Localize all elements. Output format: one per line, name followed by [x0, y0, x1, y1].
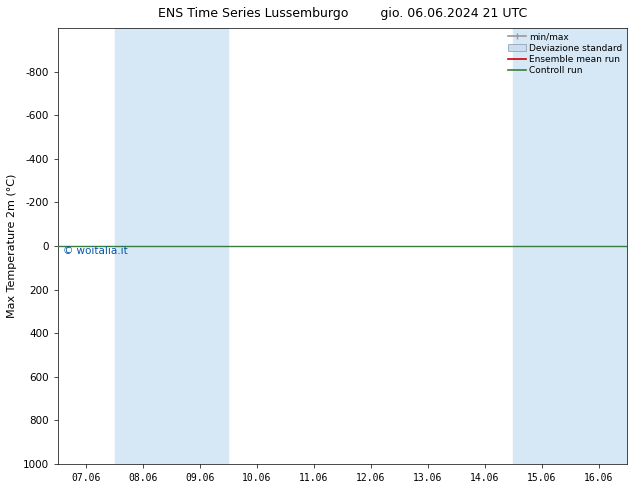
Bar [513, 28, 627, 464]
Y-axis label: Max Temperature 2m (°C): Max Temperature 2m (°C) [7, 174, 17, 318]
Title: ENS Time Series Lussemburgo        gio. 06.06.2024 21 UTC: ENS Time Series Lussemburgo gio. 06.06.2… [158, 7, 527, 20]
Text: © woitalia.it: © woitalia.it [63, 246, 128, 256]
Legend: min/max, Deviazione standard, Ensemble mean run, Controll run: min/max, Deviazione standard, Ensemble m… [506, 31, 624, 77]
Bar [115, 28, 228, 464]
